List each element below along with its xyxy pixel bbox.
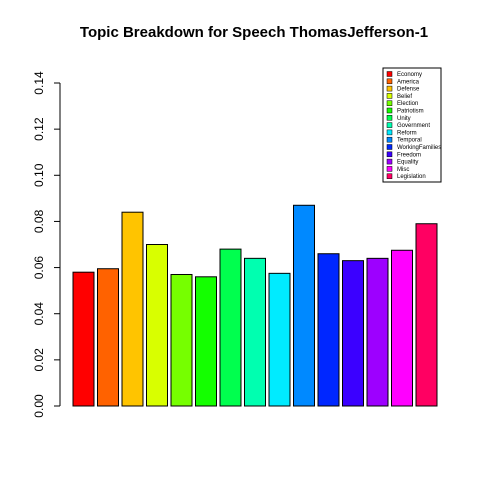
y-tick-label: 0.08	[32, 209, 46, 233]
legend-swatch	[386, 173, 393, 179]
legend-label-unity: Unity	[397, 116, 411, 122]
legend-swatch	[386, 71, 393, 77]
legend-swatch	[386, 166, 393, 172]
legend-label-patriotism: Patriotism	[397, 109, 424, 115]
bar-economy	[72, 271, 95, 407]
legend-swatch	[386, 93, 393, 99]
legend-swatch	[386, 158, 393, 165]
y-tick-label: 0.04	[32, 302, 46, 326]
y-tick-label: 0.12	[32, 117, 46, 141]
legend-label-legislation: Legislation	[397, 174, 426, 180]
legend-label-temporal: Temporal	[397, 138, 422, 144]
legend-label-government: Government	[397, 123, 430, 129]
bar-election	[170, 273, 193, 407]
y-axis: 0.00 0.02 0.04 0.06 0.08 0.10 0.12 0.14	[32, 71, 61, 418]
legend-label-election: Election	[397, 101, 418, 107]
bar-defense	[121, 211, 144, 407]
y-tick-label: 0.02	[32, 348, 46, 372]
legend-swatch	[386, 151, 393, 158]
legend-label-misc: Misc	[397, 167, 409, 173]
bar-equality	[366, 257, 389, 407]
legend-label-america: America	[397, 79, 420, 85]
bar-patriotism	[195, 276, 217, 407]
legend-label-defense: Defense	[397, 87, 420, 93]
legend-swatch	[386, 78, 393, 85]
legend-label-economy: Economy	[397, 72, 422, 78]
legend-swatch	[386, 122, 393, 128]
bar-america	[97, 268, 119, 407]
legend-label-workingfamilies: WorkingFamilies	[397, 145, 441, 151]
bar-misc	[391, 249, 413, 407]
legend-swatch	[386, 100, 393, 106]
bar-workingfamilies	[317, 253, 340, 407]
bar-freedom	[342, 260, 364, 407]
legend-label-freedom: Freedom	[397, 152, 421, 158]
bar-belief	[146, 244, 168, 407]
y-tick-label: 0.14	[32, 71, 46, 95]
y-tick-label: 0.10	[32, 163, 46, 187]
bar-legislation	[415, 223, 438, 407]
bar-series	[72, 204, 438, 407]
legend-label-equality: Equality	[397, 160, 418, 166]
legend-swatch	[386, 136, 393, 143]
y-tick-label: 0.00	[32, 394, 46, 418]
legend-label-belief: Belief	[397, 94, 412, 100]
bar-unity	[219, 248, 242, 407]
legend-swatch	[386, 144, 393, 150]
bar-government	[244, 257, 266, 407]
legend-swatch	[386, 115, 393, 121]
y-tick-label: 0.06	[32, 256, 46, 280]
chart-title: Topic Breakdown for Speech ThomasJeffers…	[80, 24, 428, 41]
legend-swatch	[386, 85, 393, 92]
legend-box	[382, 67, 442, 183]
bar-reform	[268, 272, 291, 407]
legend-label-reform: Reform	[397, 130, 417, 136]
bar-temporal	[293, 204, 315, 407]
legend-swatch	[386, 129, 393, 136]
legend-swatch	[386, 107, 393, 114]
